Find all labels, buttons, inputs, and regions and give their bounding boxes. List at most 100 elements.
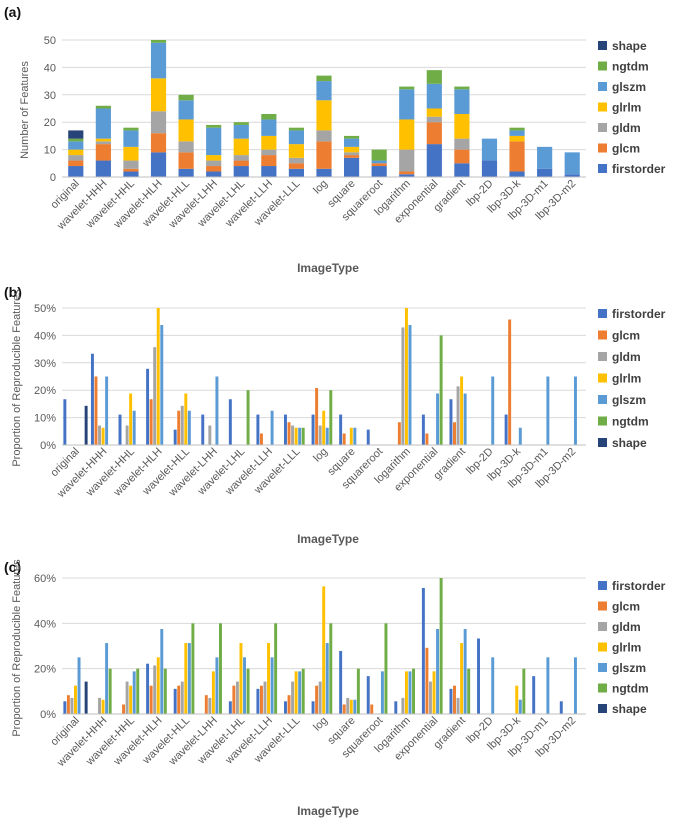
bar-lbp-3d-m1-firstorder: [537, 168, 553, 177]
bar-wavelet-lll-ngtdm: [288, 127, 305, 131]
bar-exponential-glcm: [425, 433, 429, 445]
bar-log-firstorder: [311, 414, 315, 445]
legend-swatch-gldm: [598, 123, 607, 132]
panel-b: (b) Proportion of Reproducible Features …: [4, 284, 666, 546]
bar-exponential-glcm: [426, 122, 442, 145]
bar-square-glszm: [343, 138, 360, 147]
bar-wavelet-llh-firstorder: [256, 688, 260, 714]
bar-lbp-2d-glszm: [481, 138, 498, 161]
bar-wavelet-hhh-gldm: [95, 141, 111, 145]
panel-label-c: (c): [4, 559, 21, 575]
bar-wavelet-lhl-glcm: [232, 685, 236, 714]
y-tick-label: 40: [44, 62, 56, 74]
legend-label-glcm: glcm: [612, 329, 640, 343]
bar-wavelet-llh-gldm: [261, 149, 277, 156]
legend-label-glszm: glszm: [612, 661, 646, 675]
bar-original-glrlm: [74, 685, 77, 714]
bar-logarithm-gldm: [401, 697, 405, 714]
bar-square-ngtdm: [356, 668, 360, 714]
bar-wavelet-lll-glcm: [288, 163, 305, 169]
bar-wavelet-lhh-glszm: [215, 376, 219, 445]
bar-wavelet-hhl-gldm: [125, 681, 129, 714]
bar-logarithm-gldm: [399, 149, 415, 172]
bar-lbp-2d-firstorder: [477, 638, 481, 714]
bar-wavelet-lll-gldm: [291, 681, 295, 714]
bar-gradient-ngtdm: [454, 86, 470, 90]
bar-wavelet-hll-glrlm: [184, 393, 188, 445]
y-tick-label: 0%: [40, 709, 56, 721]
bar-wavelet-hll-firstorder: [178, 168, 194, 177]
bar-wavelet-hll-gldm: [178, 141, 194, 153]
bar-log-glcm: [316, 141, 332, 169]
panel-c: (c) Proportion of Reproducible Features …: [4, 559, 666, 818]
bar-wavelet-hhh-gldm: [98, 425, 101, 445]
bar-wavelet-hhl-glszm: [132, 410, 136, 445]
bar-wavelet-llh-glszm: [261, 119, 277, 136]
bar-gradient-gldm: [456, 386, 460, 445]
bar-wavelet-llh-ngtdm: [261, 113, 277, 120]
bar-wavelet-llh-ngtdm: [274, 623, 278, 714]
bar-logarithm-glrlm: [399, 119, 415, 150]
bar-gradient-gldm: [454, 138, 470, 150]
legend-label-glszm: glszm: [612, 80, 646, 94]
bar-log-gldm: [318, 681, 322, 714]
bar-exponential-glrlm: [426, 108, 442, 117]
legend-label-firstorder: firstorder: [612, 579, 666, 593]
bar-wavelet-lhl-ngtdm: [246, 390, 250, 445]
legend-swatch-shape: [598, 41, 607, 50]
bar-wavelet-hll-ngtdm: [178, 94, 194, 101]
bar-lbp-3d-m2-glszm: [573, 657, 577, 714]
bar-wavelet-llh-glrlm: [267, 643, 271, 714]
bar-wavelet-lhh-glcm: [204, 695, 208, 714]
bar-wavelet-hhl-ngtdm: [136, 668, 140, 714]
legend-label-glrlm: glrlm: [612, 641, 641, 655]
bar-lbp-3d-k-glrlm: [515, 685, 519, 714]
bar-squareroot-ngtdm: [384, 623, 388, 714]
bar-wavelet-hlh-ngtdm: [163, 668, 167, 714]
bar-wavelet-lhl-glcm: [233, 160, 249, 167]
bar-wavelet-lll-glrlm: [288, 144, 305, 158]
bar-exponential-firstorder: [421, 587, 425, 714]
bar-square-glrlm: [343, 146, 360, 153]
bar-wavelet-hhh-glszm: [95, 108, 111, 139]
bar-wavelet-hll-glcm: [178, 152, 194, 169]
bar-exponential-ngtdm: [426, 70, 442, 84]
bar-wavelet-llh-gldm: [263, 681, 267, 714]
bar-wavelet-lll-gldm: [288, 157, 305, 164]
bar-wavelet-hll-firstorder: [173, 429, 177, 445]
bar-wavelet-hlh-glrlm: [156, 308, 160, 445]
legend-label-gldm: gldm: [612, 620, 641, 634]
legend-swatch-glszm: [598, 395, 607, 404]
bar-gradient-firstorder: [449, 688, 453, 714]
bar-wavelet-llh-glcm: [261, 155, 277, 167]
bar-wavelet-lhh-glrlm: [206, 155, 222, 161]
bar-wavelet-hhl-gldm: [125, 425, 129, 445]
bar-wavelet-llh-firstorder: [261, 166, 277, 177]
bar-logarithm-firstorder: [394, 701, 398, 714]
bar-wavelet-hll-glcm: [177, 685, 181, 714]
bar-lbp-3d-m1-glszm: [546, 376, 550, 445]
bar-exponential-gldm: [426, 116, 442, 123]
bar-wavelet-hhl-glszm: [132, 671, 136, 714]
bar-wavelet-hlh-glcm: [149, 685, 153, 714]
legend-label-shape: shape: [612, 702, 647, 716]
bar-wavelet-hlh-glcm: [149, 399, 153, 445]
bar-wavelet-hhh-ngtdm: [95, 105, 111, 109]
bar-wavelet-lhl-glszm: [243, 657, 246, 714]
bar-log-ngtdm: [329, 623, 333, 714]
bar-wavelet-llh-glcm: [259, 685, 263, 714]
legend-b: firstorder glcm gldm glrlm glszm ngtdm shape: [598, 307, 666, 450]
bar-wavelet-lhl-glrlm: [239, 643, 243, 714]
bar-squareroot-glszm: [380, 671, 384, 714]
bar-wavelet-lll-ngtdm: [301, 427, 305, 445]
bar-wavelet-lll-glszm: [288, 130, 305, 145]
legend-label-shape: shape: [612, 436, 647, 450]
bar-squareroot-firstorder: [371, 166, 387, 177]
y-tick-label: 10: [44, 145, 56, 157]
bar-wavelet-hhh-firstorder: [90, 353, 94, 445]
bar-square-firstorder: [343, 157, 360, 177]
bar-log-glcm: [315, 388, 319, 445]
bar-lbp-2d-firstorder: [481, 160, 498, 177]
bar-gradient-glszm: [454, 89, 470, 114]
y-tick-label: 20%: [34, 385, 56, 397]
